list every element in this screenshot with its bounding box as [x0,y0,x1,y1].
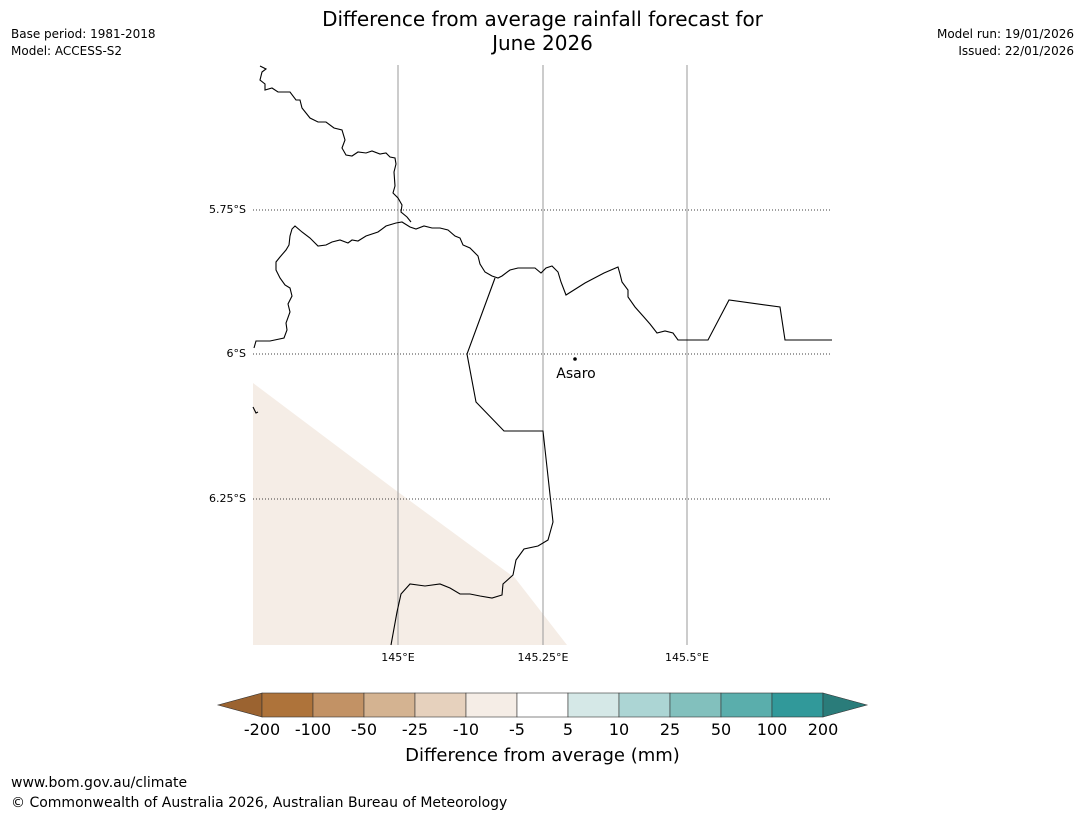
lon-label: 145.25°E [518,651,569,664]
colorbar-tick-label: -10 [452,720,480,739]
colorbar-bin [567,692,620,718]
colorbar-bin [618,692,671,718]
colorbar-bin [363,692,416,718]
place-label-asaro: Asaro [556,366,595,382]
base-period: Base period: 1981-2018 [11,27,156,41]
boundary-line [253,221,832,349]
colorbar-bin [465,692,518,718]
footer-url[interactable]: www.bom.gov.au/climate [11,775,188,791]
province-boundaries [252,65,832,646]
colorbar-bin [414,692,467,718]
title-line-1: Difference from average rainfall forecas… [322,7,763,31]
colorbar-tick-label: -5 [509,720,525,739]
colorbar-bin [720,692,773,718]
colorbar-tick-label: -100 [294,720,332,739]
issued-date: Issued: 22/01/2026 [958,44,1074,58]
lat-label: 6°S [227,347,246,360]
colorbar-bin [669,692,722,718]
colorbar-bin [312,692,365,718]
boundary-line [390,277,554,646]
lon-label: 145°E [381,651,414,664]
lat-label: 6.25°S [209,492,246,505]
colorbar-bin [261,692,314,718]
meta-left: Base period: 1981-2018 Model: ACCESS-S2 [11,26,156,60]
colorbar-tick-label: 100 [756,720,788,739]
rainfall-shading [253,383,567,645]
model-name: Model: ACCESS-S2 [11,44,123,58]
colorbar-title: Difference from average (mm) [405,745,680,766]
colorbar [216,692,869,718]
colorbar-tick-label: 10 [608,720,630,739]
colorbar-tick-label: -200 [243,720,281,739]
colorbar-tick-label: 5 [562,720,574,739]
colorbar-tick-label: 200 [807,720,839,739]
boundary-line [252,406,259,414]
title-line-2: June 2026 [492,31,593,55]
lon-label: 145.5°E [665,651,709,664]
colorbar-tick-label: 50 [710,720,732,739]
chart-title: Difference from average rainfall forecas… [0,7,1085,55]
colorbar-bin [516,692,569,718]
colorbar-extend-above [822,692,869,718]
colorbar-extend-below [216,692,263,718]
boundary-line [259,65,412,223]
colorbar-tick-label: -25 [401,720,429,739]
lat-label: 5.75°S [209,203,246,216]
colorbar-tick-label: -50 [350,720,378,739]
colorbar-bin [771,692,824,718]
colorbar-tick-label: 25 [659,720,681,739]
meta-right: Model run: 19/01/2026 Issued: 22/01/2026 [937,26,1074,60]
asaro-marker [573,357,577,361]
footer-copyright: © Commonwealth of Australia 2026, Austra… [11,795,508,811]
model-run: Model run: 19/01/2026 [936,27,1074,41]
